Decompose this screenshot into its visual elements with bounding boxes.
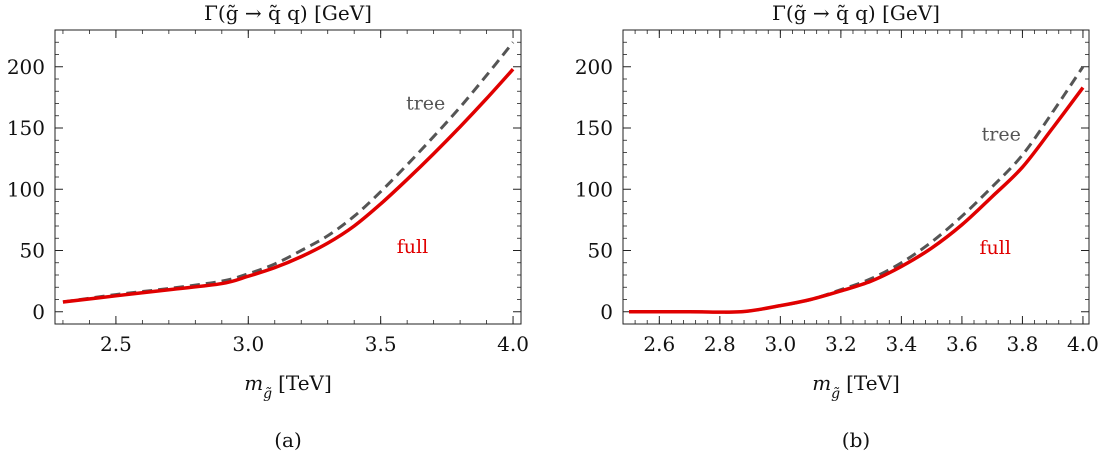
x-axis-label-symbol: m bbox=[812, 371, 831, 395]
annotation-full: full bbox=[979, 237, 1010, 259]
x-tick-label: 3.4 bbox=[885, 332, 917, 356]
annotation-tree: tree bbox=[982, 123, 1021, 145]
x-tick-label: 3.6 bbox=[946, 332, 978, 356]
plot-frame bbox=[622, 29, 1090, 325]
x-tick-label: 3.2 bbox=[825, 332, 857, 356]
x-tick-label: 3.0 bbox=[232, 332, 264, 356]
y-tick-label: 50 bbox=[20, 239, 45, 263]
panel-caption: (b) bbox=[842, 428, 870, 452]
y-tick-label: 0 bbox=[600, 300, 613, 324]
annotation-full: full bbox=[397, 236, 428, 258]
x-axis-label: mg̃ [TeV] bbox=[812, 371, 900, 402]
plot-frame bbox=[54, 29, 522, 325]
x-tick-label: 2.8 bbox=[704, 332, 736, 356]
y-tick-label: 100 bbox=[575, 177, 613, 201]
y-tick-label: 150 bbox=[575, 116, 613, 140]
chart-a: 0 50 100 150 200 2.5 3.0 3.5 4.0 tree full Γ(g̃ → q… bbox=[7, 1, 529, 452]
x-tick-label: 2.6 bbox=[643, 332, 675, 356]
x-tick-label: 4.0 bbox=[497, 332, 529, 356]
x-axis-label-subscript: g̃ bbox=[831, 386, 840, 402]
x-axis-label-unit: [TeV] bbox=[278, 371, 332, 395]
x-tick-label: 3.8 bbox=[1007, 332, 1039, 356]
chart-title: Γ(g̃ → q̃ q) [GeV] bbox=[204, 1, 372, 25]
y-tick-label: 100 bbox=[7, 177, 45, 201]
x-tick-label: 4.0 bbox=[1067, 332, 1099, 356]
series-line-tree bbox=[629, 65, 1085, 314]
series-line-full bbox=[629, 86, 1085, 314]
annotation-tree: tree bbox=[406, 93, 445, 115]
x-axis-label-subscript: g̃ bbox=[263, 386, 272, 402]
series-line-tree bbox=[62, 41, 515, 304]
y-tick-label: 0 bbox=[32, 300, 45, 324]
x-tick-label: 3.5 bbox=[365, 332, 397, 356]
x-axis-label-unit: [TeV] bbox=[846, 371, 900, 395]
y-tick-label: 200 bbox=[575, 55, 613, 79]
y-tick-label: 50 bbox=[588, 239, 613, 263]
y-tick-label: 200 bbox=[7, 55, 45, 79]
series-line-full bbox=[62, 68, 515, 304]
x-axis-label: mg̃ [TeV] bbox=[244, 371, 332, 402]
x-tick-label: 2.5 bbox=[100, 332, 132, 356]
chart-b: 0 50 100 150 200 2.6 2.8 3.0 3.2 3.4 3.6 3.8 4.0 tree… bbox=[575, 1, 1099, 452]
y-tick-label: 150 bbox=[7, 116, 45, 140]
x-tick-label: 3.0 bbox=[764, 332, 796, 356]
x-axis-label-symbol: m bbox=[244, 371, 263, 395]
panel-caption: (a) bbox=[274, 428, 302, 452]
chart-title: Γ(g̃ → q̃ q) [GeV] bbox=[772, 1, 940, 25]
